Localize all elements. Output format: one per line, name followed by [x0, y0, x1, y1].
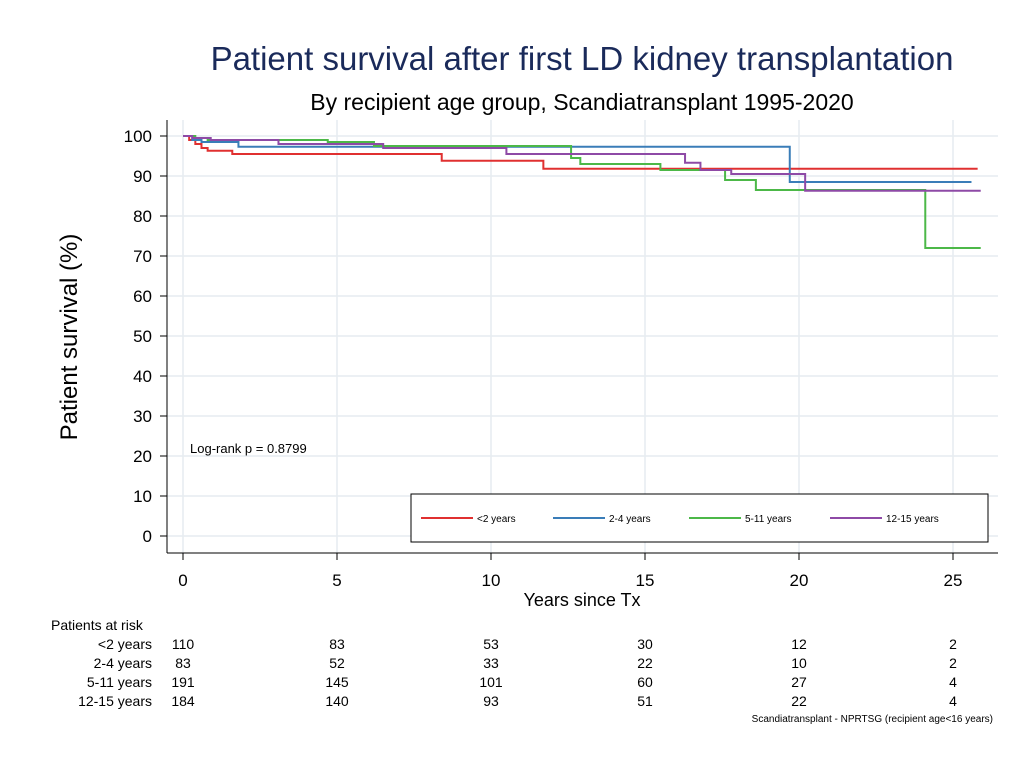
legend-label: <2 years: [477, 514, 516, 525]
risk-cell: 33: [483, 655, 499, 671]
risk-table-header: Patients at risk: [51, 617, 144, 633]
risk-cell: 30: [637, 636, 653, 652]
series-line-3: [183, 135, 981, 192]
x-tick-label: 5: [332, 571, 341, 590]
chart-subtitle: By recipient age group, Scandiatransplan…: [310, 89, 853, 115]
chart-title: Patient survival after first LD kidney t…: [211, 40, 954, 77]
y-tick-label: 80: [133, 207, 152, 226]
risk-cell: 22: [637, 655, 653, 671]
x-tick-label: 15: [636, 571, 655, 590]
x-tick-label: 10: [482, 571, 501, 590]
risk-cell: 22: [791, 693, 807, 709]
risk-cell: 4: [949, 693, 957, 709]
y-tick-label: 40: [133, 367, 152, 386]
risk-cell: 83: [175, 655, 191, 671]
risk-row-label: <2 years: [98, 636, 152, 652]
risk-cell: 93: [483, 693, 499, 709]
risk-cell: 191: [171, 674, 195, 690]
x-tick-label: 20: [790, 571, 809, 590]
series-line-2: [183, 135, 981, 249]
risk-row-label: 12-15 years: [78, 693, 152, 709]
footnote: Scandiatransplant - NPRTSG (recipient ag…: [752, 714, 993, 725]
x-tick-label: 25: [944, 571, 963, 590]
risk-cell: 83: [329, 636, 345, 652]
x-tick-label: 0: [178, 571, 187, 590]
y-tick-label: 100: [124, 127, 152, 146]
risk-cell: 12: [791, 636, 807, 652]
x-axis-label: Years since Tx: [523, 590, 640, 610]
risk-cell: 184: [171, 693, 195, 709]
risk-cell: 52: [329, 655, 345, 671]
y-tick-label: 90: [133, 167, 152, 186]
legend: <2 years 2-4 years 5-11 years 12-15 years: [410, 493, 989, 543]
risk-cell: 51: [637, 693, 653, 709]
risk-cell: 145: [325, 674, 349, 690]
risk-cell: 4: [949, 674, 957, 690]
y-tick-label: 10: [133, 487, 152, 506]
risk-cell: 60: [637, 674, 653, 690]
axes: 0 10 20 30 40 50 60 70 80 90 100 0 5 10 15 20 25: [124, 120, 998, 590]
y-axis-label: Patient survival (%): [56, 234, 83, 441]
risk-cell: 27: [791, 674, 807, 690]
log-rank-annotation: Log-rank p = 0.8799: [190, 441, 307, 456]
risk-cell: 53: [483, 636, 499, 652]
risk-cell: 10: [791, 655, 807, 671]
legend-label: 2-4 years: [609, 514, 651, 525]
series-lines: [183, 135, 981, 249]
risk-cell: 2: [949, 636, 957, 652]
y-tick-label: 50: [133, 327, 152, 346]
risk-row-label: 5-11 years: [87, 674, 152, 690]
y-tick-label: 30: [133, 407, 152, 426]
y-tick-label: 20: [133, 447, 152, 466]
risk-cell: 101: [479, 674, 503, 690]
risk-cell: 140: [325, 693, 349, 709]
risk-cell: 110: [172, 636, 195, 652]
y-tick-label: 0: [143, 527, 152, 546]
legend-label: 12-15 years: [886, 514, 939, 525]
y-tick-label: 60: [133, 287, 152, 306]
grid: [167, 120, 998, 553]
legend-label: 5-11 years: [745, 514, 792, 525]
risk-cell: 2: [949, 655, 957, 671]
risk-table: Patients at risk <2 years 110 83 53 30 12 2 2-4…: [51, 617, 957, 709]
y-tick-label: 70: [133, 247, 152, 266]
risk-row-label: 2-4 years: [94, 655, 152, 671]
